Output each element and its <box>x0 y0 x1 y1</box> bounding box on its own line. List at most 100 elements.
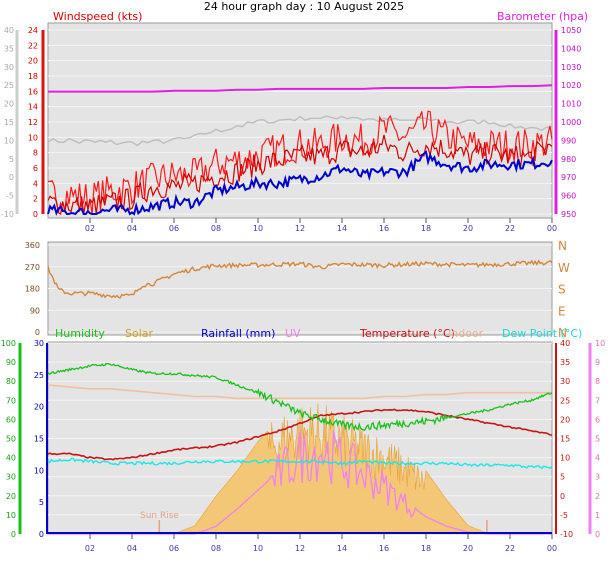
wind-grey-tick: 40 <box>4 26 14 35</box>
average-wind-line <box>47 150 553 216</box>
time-tick-label: 06 <box>169 224 179 233</box>
solar-label: Solar <box>125 327 154 340</box>
time-tick-label: 08 <box>211 224 221 233</box>
humidity-tick: 40 <box>6 454 16 463</box>
wind-red-tick: 8 <box>33 149 38 158</box>
humidity-tick: 70 <box>6 396 16 405</box>
uv-tick: 7 <box>595 396 600 405</box>
time-tick-label: 08 <box>211 544 221 553</box>
time-tick-label: 10 <box>253 544 263 553</box>
uv-tick: 4 <box>595 454 600 463</box>
temperature-line <box>47 408 553 461</box>
baro-tick: 970 <box>561 173 576 182</box>
baro-tick: 990 <box>561 136 576 145</box>
wind-direction-line <box>47 259 553 299</box>
time-tick-label: 06 <box>169 544 179 553</box>
rainfall-tick: 20 <box>34 403 44 412</box>
windspeed-label: Windspeed (kts) <box>53 10 142 23</box>
rainfall-label: Rainfall (mm) <box>201 327 275 340</box>
climate-time-axis: 02 04 06 08 10 12 14 16 18 20 22 00 <box>85 534 557 553</box>
barometer-label: Barometer (hpa) <box>497 10 588 23</box>
temperature-tick: 5 <box>560 473 565 482</box>
wind-grey-tick: 25 <box>4 81 14 90</box>
uv-tick: 5 <box>595 435 600 444</box>
sunrise-label: Sun Rise <box>140 511 179 521</box>
wind-grey-tick: 20 <box>4 100 14 109</box>
indoor-label: Indoor <box>448 327 484 340</box>
direction-grid <box>48 244 552 333</box>
temperature-label: Temperature (°C) <box>359 327 455 340</box>
uv-tick: 3 <box>595 473 600 482</box>
humidity-tick: 90 <box>6 358 16 367</box>
humidity-tick: 20 <box>6 492 16 501</box>
direction-series <box>47 259 553 299</box>
direction-tick: 0 <box>35 328 40 337</box>
wind-red-tick: 20 <box>28 57 38 66</box>
barometer-line <box>48 84 553 93</box>
wind-red-tick: 14 <box>28 103 38 112</box>
wind-time-axis: 02 04 06 08 10 12 14 16 18 20 22 00 <box>85 218 557 233</box>
time-tick-label: 20 <box>463 224 473 233</box>
uv-tick: 2 <box>595 492 600 501</box>
dewpoint-label: Dew Point (°C) <box>502 327 582 340</box>
compass-tick: N <box>558 326 567 340</box>
time-tick-label: 00 <box>547 224 557 233</box>
wind-red-tick: 12 <box>28 118 38 127</box>
baro-tick: 960 <box>561 192 576 201</box>
direction-tick: 180 <box>25 285 40 294</box>
temperature-tick: -5 <box>560 511 568 520</box>
uv-tick: 8 <box>595 377 600 386</box>
baro-tick: 1050 <box>561 26 581 35</box>
humidity-tick: 50 <box>6 435 16 444</box>
rainfall-tick: 15 <box>34 435 44 444</box>
temperature-tick: 30 <box>560 377 570 386</box>
climate-axes: 1009080706050403020100302520151050403530… <box>1 339 605 539</box>
temperature-tick: 10 <box>560 454 570 463</box>
temperature-tick: -10 <box>560 530 573 539</box>
wind-red-tick: 18 <box>28 72 38 81</box>
uv-label: UV <box>285 327 301 340</box>
wind-red-tick: 0 <box>33 210 38 219</box>
rainfall-tick: 5 <box>39 498 44 507</box>
time-tick-label: 00 <box>547 544 557 553</box>
wind-grey-tick: -5 <box>6 192 14 201</box>
baro-tick: 950 <box>561 210 576 219</box>
wind-red-tick: 2 <box>33 195 38 204</box>
time-tick-label: 22 <box>505 544 515 553</box>
wind-red-tick: 10 <box>28 133 38 142</box>
uv-tick: 6 <box>595 415 600 424</box>
temperature-tick: 25 <box>560 396 570 405</box>
wind-grey-tick: 15 <box>4 118 14 127</box>
wind-red-tick: 22 <box>28 41 38 50</box>
wind-left-grey-axis: 40 35 30 25 20 15 10 5 0 -5 -10 <box>1 26 19 219</box>
wind-grey-tick: -10 <box>1 210 14 219</box>
uv-tick: 10 <box>595 339 605 348</box>
rainfall-tick: 10 <box>34 466 44 475</box>
wind-series <box>47 84 553 216</box>
wind-grey-line <box>47 115 553 147</box>
time-tick-label: 16 <box>379 224 389 233</box>
baro-tick: 1000 <box>561 118 581 127</box>
humidity-label: Humidity <box>55 327 105 340</box>
humidity-tick: 30 <box>6 473 16 482</box>
wind-panel <box>47 22 553 219</box>
time-tick-label: 02 <box>85 544 95 553</box>
direction-tick: 270 <box>25 263 40 272</box>
compass-tick: E <box>558 304 566 318</box>
temperature-tick: 0 <box>560 492 565 501</box>
humidity-line <box>47 362 553 432</box>
rainfall-tick: 30 <box>34 339 44 348</box>
compass-tick: N <box>558 239 567 253</box>
time-tick-label: 18 <box>421 224 431 233</box>
compass-tick: S <box>558 283 566 297</box>
direction-tick: 360 <box>25 241 40 250</box>
time-tick-label: 02 <box>85 224 95 233</box>
wind-grey-tick: 0 <box>9 173 14 182</box>
humidity-tick: 100 <box>1 339 16 348</box>
baro-tick: 1040 <box>561 44 581 53</box>
humidity-tick: 60 <box>6 415 16 424</box>
indoor-line <box>47 384 552 400</box>
